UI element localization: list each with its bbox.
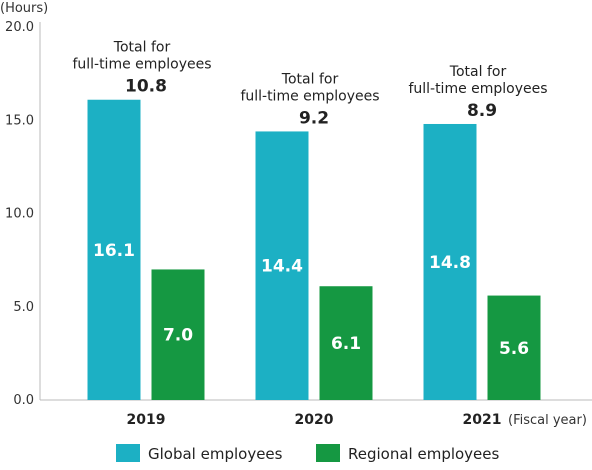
bar-regional <box>151 269 205 400</box>
y-tick-label: 0.0 <box>13 393 34 408</box>
total-value: 9.2 <box>299 108 329 128</box>
bar-global <box>423 123 477 400</box>
total-value: 10.8 <box>125 77 167 97</box>
legend-label: Regional employees <box>348 445 500 463</box>
y-tick-label: 5.0 <box>13 300 34 315</box>
bar-regional <box>319 286 373 400</box>
bar-regional <box>487 295 541 400</box>
legend-swatch-global <box>116 444 140 462</box>
x-category-label: 2019 <box>127 412 166 428</box>
y-axis-unit: (Hours) <box>0 1 48 16</box>
legend-label: Global employees <box>148 445 283 463</box>
bar-value-label: 16.1 <box>93 241 135 261</box>
bar-value-label: 7.0 <box>163 326 193 346</box>
total-label-line2: full-time employees <box>408 81 547 97</box>
total-label-line1: Total for <box>281 71 339 87</box>
total-label-line1: Total for <box>113 40 171 56</box>
y-tick-label: 20.0 <box>5 20 34 35</box>
total-label-line2: full-time employees <box>240 88 379 104</box>
bar-value-label: 14.4 <box>261 257 303 277</box>
y-tick-label: 10.0 <box>5 207 34 222</box>
bar-global <box>255 131 309 400</box>
x-category-label: 2021 <box>463 412 502 428</box>
total-label-line1: Total for <box>449 64 507 80</box>
y-tick-label: 15.0 <box>5 113 34 128</box>
bar-value-label: 6.1 <box>331 334 361 354</box>
legend-swatch-regional <box>316 444 340 462</box>
bar-value-label: 14.8 <box>429 253 471 273</box>
bar-value-label: 5.6 <box>499 339 529 359</box>
x-axis-unit: (Fiscal year) <box>508 413 587 428</box>
total-value: 8.9 <box>467 101 497 121</box>
total-label-line2: full-time employees <box>72 57 211 73</box>
x-category-label: 2020 <box>295 412 334 428</box>
bar-global <box>87 99 141 401</box>
